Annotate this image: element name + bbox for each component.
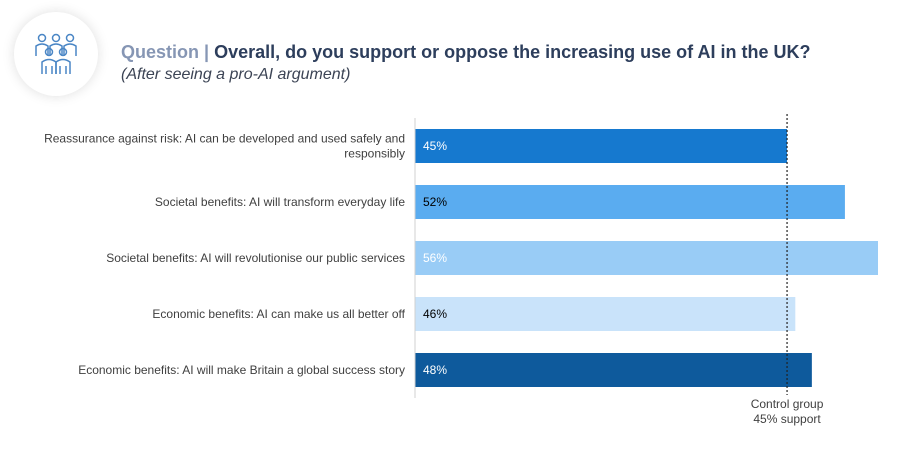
title-prefix: Question | bbox=[121, 42, 210, 62]
category-label: Societal benefits: AI will revolutionise… bbox=[106, 251, 405, 265]
logo bbox=[14, 12, 98, 96]
bar bbox=[415, 241, 878, 275]
category-label: Societal benefits: AI will transform eve… bbox=[155, 195, 405, 209]
category-label: responsibly bbox=[344, 147, 405, 161]
control-group-label: 45% support bbox=[753, 412, 821, 426]
bar bbox=[415, 297, 796, 331]
data-label: 56% bbox=[423, 251, 447, 265]
chart-subtitle: (After seeing a pro-AI argument) bbox=[121, 66, 351, 83]
category-label: Economic benefits: AI can make us all be… bbox=[152, 307, 405, 321]
bar bbox=[415, 129, 788, 163]
data-label: 46% bbox=[423, 307, 447, 321]
data-label: 48% bbox=[423, 363, 447, 377]
title-text: Overall, do you support or oppose the in… bbox=[214, 42, 811, 62]
data-label: 52% bbox=[423, 195, 447, 209]
bar bbox=[415, 353, 812, 387]
chart-title: Question | Overall, do you support or op… bbox=[121, 42, 810, 63]
control-group-label: Control group bbox=[751, 397, 824, 411]
category-label: Economic benefits: AI will make Britain … bbox=[78, 363, 405, 377]
bar bbox=[415, 185, 845, 219]
category-label: Reassurance against risk: AI can be deve… bbox=[44, 132, 405, 146]
data-label: 45% bbox=[423, 139, 447, 153]
people-group-icon bbox=[35, 33, 77, 74]
